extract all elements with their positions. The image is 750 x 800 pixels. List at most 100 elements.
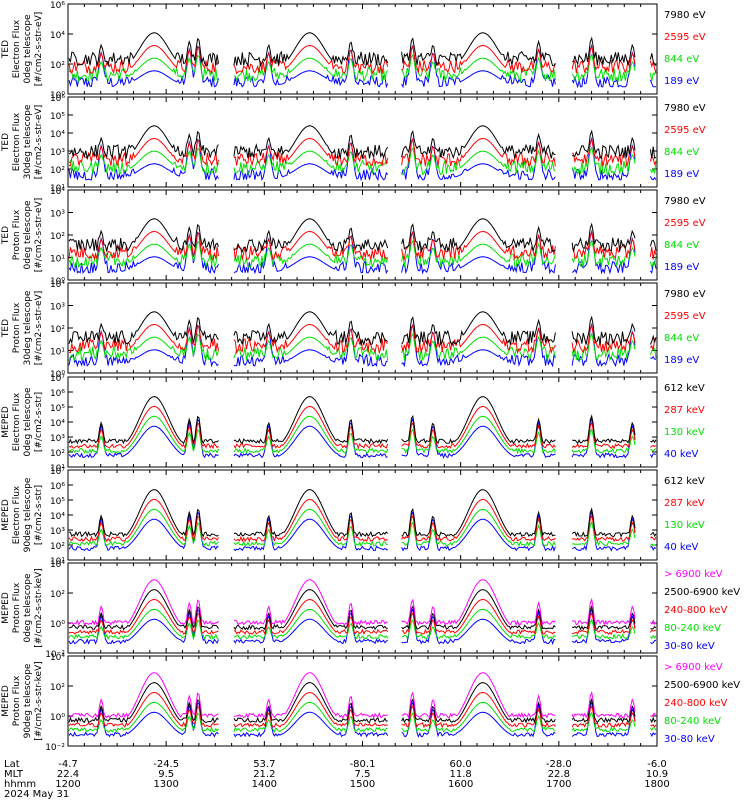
x-tick-lat: 53.7 [253,759,275,770]
series-trace-4 [68,136,657,182]
series-trace-3 [68,691,657,729]
series-trace-3 [68,332,657,363]
flux-panel-5: 10¹ 10² 10³ 10⁴ 10⁵ 10⁶ 10⁷ MEPED Electron Flux 0… [1,374,705,474]
series-trace-4 [68,608,657,641]
y-tick-label: 10⁰ [50,277,65,287]
panel-frame [67,96,658,188]
series-trace-5 [68,700,657,738]
series-trace-2 [68,589,657,631]
series-trace-2 [68,682,657,724]
series-trace-3 [68,415,657,455]
y-axis-label: Electron Flux [12,392,22,451]
legend-entry: > 6900 keV [664,569,723,580]
x-tick-mlt: 10.9 [646,769,668,780]
panel-frame [67,189,658,281]
series-trace-2 [68,405,657,450]
legend-entry: 2595 eV [664,32,706,43]
y-tick-label: 10⁵ [50,497,65,507]
legend-entry: 7980 eV [664,289,706,300]
y-axis-label: Proton Flux [12,302,22,353]
panel-frame [67,282,658,374]
legend-entry: 189 eV [664,76,699,87]
y-tick-label: 10² [50,166,65,176]
legend-entry: 612 keV [664,476,705,487]
flux-panel-3: 10⁰ 10¹ 10² 10³ 10⁴ TED Proton Flux 0deg telesc… [1,187,706,287]
panel-frame [67,562,658,654]
series-trace-4 [68,416,657,459]
series-trace-4 [68,509,657,553]
legend-entry: 287 keV [664,498,705,509]
y-axis-label: 0deg telescope [23,387,33,457]
flux-panel-4: 10⁰ 10¹ 10² 10³ 10⁴ TED Proton Flux 30deg teles… [1,280,706,380]
y-axis-label: MEPED [1,685,11,717]
y-tick-label: 10⁶ [50,389,65,399]
y-axis-label: Electron Flux [12,485,22,544]
y-tick-label: 10¹ [50,184,65,194]
legend-entry: 80-240 keV [664,623,721,634]
y-axis-label: 0deg telescope [23,573,33,643]
x-tick-lat: -6.0 [647,759,667,770]
x-axis-row-label: 2024 May 31 [4,789,69,800]
flux-panel-8: 10⁻² 10⁰ 10² 10⁴ MEPED Proton Flux 90deg teles… [1,653,740,753]
panel-frame [67,376,658,468]
y-axis-label: 0deg telescope [23,14,33,84]
x-tick-mlt: 9.5 [158,769,174,780]
y-tick-label: 10⁴ [50,31,65,41]
y-tick-label: 10⁰ [50,91,65,101]
y-axis-label: Proton Flux [12,582,22,633]
y-axis-label: 30deg telescope [23,290,33,365]
y-tick-label: 10¹ [50,557,65,567]
y-axis-label: Proton Flux [12,209,22,260]
x-tick-mlt: 21.2 [253,769,275,780]
series-trace-3 [68,239,657,270]
series-trace-1 [68,672,657,720]
panel-frame [67,469,658,561]
legend-entry: 7980 eV [664,103,706,114]
series-trace-1 [68,125,657,161]
series-trace-3 [68,598,657,636]
x-axis-row-label: MLT [4,769,24,780]
y-tick-label: 10² [50,590,65,600]
legend-entry: 844 eV [664,333,699,344]
y-tick-label: 10² [50,325,65,335]
legend-entry: 130 keV [664,520,705,531]
y-axis-label: 90deg telescope [23,477,33,552]
y-axis-label: [#/cm2-s-str-keV] [34,661,44,740]
legend-entry: 612 keV [664,383,705,394]
legend-entry: 30-80 keV [664,734,715,745]
y-axis-label: [#/cm2-s-str-eV] [34,12,44,87]
series-trace-4 [68,701,657,733]
y-tick-label: 10⁰ [50,370,65,380]
series-trace-1 [68,489,657,538]
panel-frame [67,655,658,747]
y-axis-label: [#/cm2-s-str-eV] [34,198,44,273]
series-trace-4 [68,43,656,89]
legend-entry: 80-240 keV [664,716,721,727]
y-axis-label: 0deg telescope [23,200,33,270]
legend-entry: 30-80 keV [664,641,715,652]
legend-entry: 2500-6900 keV [664,680,740,691]
legend-entry: 189 eV [664,355,699,366]
x-tick-hhmm: 1600 [448,779,473,790]
y-tick-label: 10⁴ [50,560,65,570]
legend-entry: 2500-6900 keV [664,587,740,598]
y-axis-label: [#/cm2-s-str-eV] [34,291,44,366]
legend-entry: 40 keV [664,449,698,460]
series-trace-2 [68,323,657,355]
x-tick-mlt: 7.5 [355,769,371,780]
panel-frame [67,3,658,95]
x-tick-hhmm: 1400 [252,779,277,790]
y-tick-label: 10⁵ [50,404,65,414]
series-trace-2 [68,137,657,167]
y-tick-label: 10³ [50,434,65,444]
flux-panel-1: 10⁰ 10² 10⁴ 10⁶ TED Electron Flux 0deg telesco… [1,1,706,101]
x-tick-hhmm: 1500 [350,779,375,790]
legend-entry: 844 eV [664,147,699,158]
y-tick-label: 10⁴ [50,653,65,663]
y-tick-label: 10¹ [50,464,65,474]
y-axis-label: [#/cm2-s-str-keV] [34,568,44,647]
legend-entry: 2595 eV [664,125,706,136]
y-axis-label: TED [1,319,11,338]
x-axis-row-label: Lat [4,759,20,770]
